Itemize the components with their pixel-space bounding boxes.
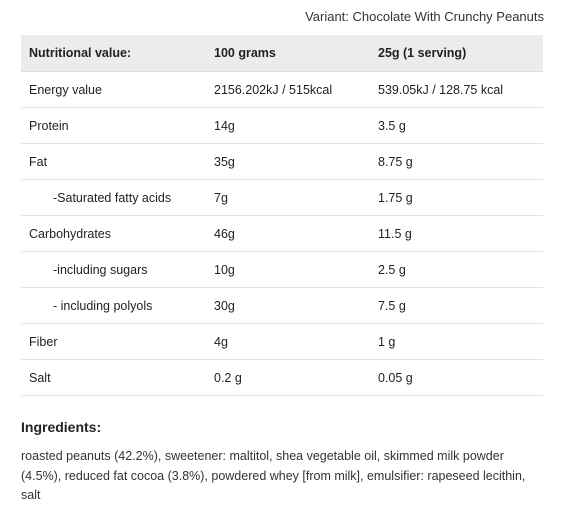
row-label: Fiber [21, 323, 206, 360]
row-per-serving: 3.5 g [370, 107, 543, 144]
row-per-serving: 1 g [370, 323, 543, 360]
row-per-serving: 11.5 g [370, 215, 543, 252]
table-row: Fat 35g 8.75 g [21, 143, 543, 180]
table-row: Protein 14g 3.5 g [21, 107, 543, 144]
row-per-100g: 4g [206, 323, 370, 360]
table-header-row: Nutritional value: 100 grams 25g (1 serv… [21, 35, 543, 72]
header-nutritional-value: Nutritional value: [21, 35, 206, 72]
header-100-grams: 100 grams [206, 35, 370, 72]
header-per-serving: 25g (1 serving) [370, 35, 543, 72]
table-row: -Saturated fatty acids 7g 1.75 g [21, 179, 543, 216]
row-label: Carbohydrates [21, 215, 206, 252]
table-row: Carbohydrates 46g 11.5 g [21, 215, 543, 252]
row-per-100g: 35g [206, 143, 370, 180]
variant-label: Variant: Chocolate With Crunchy Peanuts [305, 9, 544, 24]
table-row: -including sugars 10g 2.5 g [21, 251, 543, 288]
table-row: Fiber 4g 1 g [21, 323, 543, 360]
row-per-serving: 8.75 g [370, 143, 543, 180]
ingredients-title: Ingredients: [21, 419, 102, 435]
row-label: Salt [21, 359, 206, 396]
row-label: -including sugars [21, 251, 206, 288]
row-per-100g: 46g [206, 215, 370, 252]
row-per-100g: 14g [206, 107, 370, 144]
row-per-100g: 0.2 g [206, 359, 370, 396]
row-per-100g: 7g [206, 179, 370, 216]
row-per-100g: 10g [206, 251, 370, 288]
table-row: - including polyols 30g 7.5 g [21, 287, 543, 324]
row-per-100g: 30g [206, 287, 370, 324]
row-per-serving: 7.5 g [370, 287, 543, 324]
row-label: -Saturated fatty acids [21, 179, 206, 216]
row-per-100g: 2156.202kJ / 515kcal [206, 71, 370, 108]
nutrition-table: Nutritional value: 100 grams 25g (1 serv… [21, 35, 543, 396]
ingredients-text: roasted peanuts (42.2%), sweetener: malt… [21, 449, 526, 502]
row-label: Fat [21, 143, 206, 180]
row-per-serving: 539.05kJ / 128.75 kcal [370, 71, 543, 108]
row-label: Energy value [21, 71, 206, 108]
table-row: Energy value 2156.202kJ / 515kcal 539.05… [21, 71, 543, 108]
row-per-serving: 1.75 g [370, 179, 543, 216]
row-label: - including polyols [21, 287, 206, 324]
row-label: Protein [21, 107, 206, 144]
row-per-serving: 2.5 g [370, 251, 543, 288]
table-row: Salt 0.2 g 0.05 g [21, 359, 543, 396]
row-per-serving: 0.05 g [370, 359, 543, 396]
